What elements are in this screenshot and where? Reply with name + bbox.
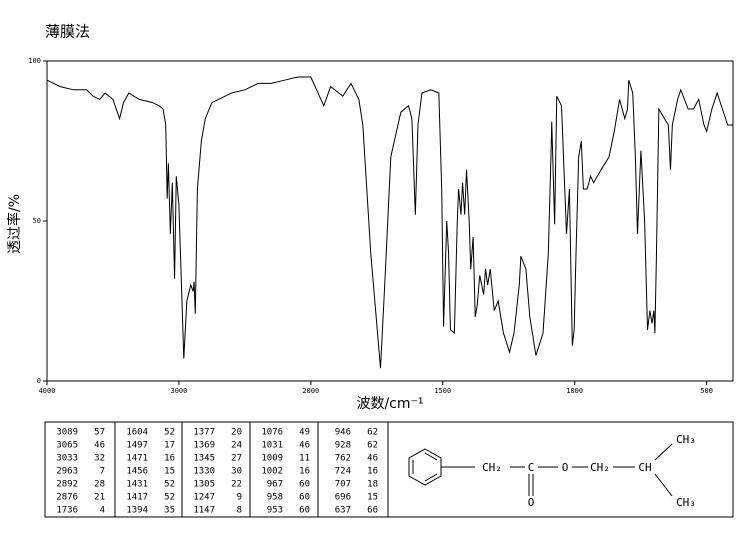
atom-label: CH₃ bbox=[676, 433, 696, 446]
peak-wavenumber: 3033 bbox=[56, 454, 78, 464]
peak-intensity: 35 bbox=[164, 506, 175, 516]
peak-wavenumber: 2892 bbox=[56, 480, 78, 490]
peak-intensity: 4 bbox=[100, 506, 105, 516]
atom-label: CH₂ bbox=[482, 461, 502, 474]
peak-wavenumber: 1247 bbox=[193, 493, 215, 503]
peak-intensity: 46 bbox=[94, 441, 105, 451]
x-tick-label: 1000 bbox=[566, 387, 583, 395]
atom-label: CH₂ bbox=[590, 461, 610, 474]
peak-wavenumber: 762 bbox=[335, 454, 351, 464]
peak-intensity: 24 bbox=[231, 441, 242, 451]
peak-intensity: 62 bbox=[367, 441, 378, 451]
plot-frame bbox=[46, 60, 734, 382]
peak-intensity: 17 bbox=[164, 441, 175, 451]
x-tick-label: 2000 bbox=[302, 387, 319, 395]
peak-wavenumber: 1394 bbox=[126, 506, 148, 516]
peak-intensity: 16 bbox=[367, 467, 378, 477]
atom-label: O bbox=[528, 496, 535, 509]
peak-intensity: 46 bbox=[367, 454, 378, 464]
peak-wavenumber: 724 bbox=[335, 467, 351, 477]
peak-table-frame bbox=[44, 421, 734, 518]
peak-wavenumber: 1431 bbox=[126, 480, 148, 490]
y-tick-label: 100 bbox=[28, 57, 41, 65]
peak-wavenumber: 1369 bbox=[193, 441, 215, 451]
peak-intensity: 7 bbox=[100, 467, 105, 477]
x-axis-label: 波数/cm⁻¹ bbox=[356, 396, 423, 412]
peak-intensity: 20 bbox=[231, 428, 242, 438]
peak-wavenumber: 1345 bbox=[193, 454, 215, 464]
peak-wavenumber: 1497 bbox=[126, 441, 148, 451]
peak-wavenumber: 1377 bbox=[193, 428, 215, 438]
peak-intensity: 60 bbox=[299, 506, 310, 516]
peak-wavenumber: 3089 bbox=[56, 428, 78, 438]
peak-wavenumber: 707 bbox=[335, 480, 351, 490]
peak-wavenumber: 637 bbox=[335, 506, 351, 516]
peak-wavenumber: 1009 bbox=[261, 454, 283, 464]
peak-wavenumber: 946 bbox=[335, 428, 351, 438]
atom-label: CH bbox=[638, 461, 651, 474]
peak-intensity: 60 bbox=[299, 480, 310, 490]
peak-intensity: 28 bbox=[94, 480, 105, 490]
peak-intensity: 52 bbox=[164, 493, 175, 503]
peak-intensity: 21 bbox=[94, 493, 105, 503]
peak-intensity: 15 bbox=[164, 467, 175, 477]
peak-wavenumber: 1604 bbox=[126, 428, 148, 438]
y-tick-label: 0 bbox=[37, 377, 41, 385]
x-tick-label: 4000 bbox=[39, 387, 56, 395]
peak-wavenumber: 1002 bbox=[261, 467, 283, 477]
peak-intensity: 32 bbox=[94, 454, 105, 464]
peak-wavenumber: 1330 bbox=[193, 467, 215, 477]
x-tick-label: 500 bbox=[700, 387, 713, 395]
y-axis-label: 透过率/% bbox=[6, 194, 23, 254]
peak-intensity: 46 bbox=[299, 441, 310, 451]
peak-wavenumber: 1147 bbox=[193, 506, 215, 516]
peak-wavenumber: 2963 bbox=[56, 467, 78, 477]
peak-intensity: 66 bbox=[367, 506, 378, 516]
peak-intensity: 30 bbox=[231, 467, 242, 477]
atom-label: CH₃ bbox=[676, 496, 696, 509]
x-tick-label: 3000 bbox=[170, 387, 187, 395]
x-tick-label: 1500 bbox=[434, 387, 451, 395]
peak-wavenumber: 1736 bbox=[56, 506, 78, 516]
peak-intensity: 22 bbox=[231, 480, 242, 490]
spectrum-line bbox=[46, 76, 733, 369]
peak-wavenumber: 2876 bbox=[56, 493, 78, 503]
atom-label: C bbox=[528, 461, 535, 474]
peak-wavenumber: 928 bbox=[335, 441, 351, 451]
peak-intensity: 57 bbox=[94, 428, 105, 438]
peak-intensity: 16 bbox=[164, 454, 175, 464]
peak-wavenumber: 1471 bbox=[126, 454, 148, 464]
peak-intensity: 62 bbox=[367, 428, 378, 438]
peak-wavenumber: 696 bbox=[335, 493, 351, 503]
peak-intensity: 18 bbox=[367, 480, 378, 490]
peak-wavenumber: 967 bbox=[267, 480, 283, 490]
peak-wavenumber: 958 bbox=[267, 493, 283, 503]
peak-wavenumber: 1417 bbox=[126, 493, 148, 503]
peak-wavenumber: 1456 bbox=[126, 467, 148, 477]
peak-intensity: 60 bbox=[299, 493, 310, 503]
peak-intensity: 52 bbox=[164, 480, 175, 490]
peak-intensity: 27 bbox=[231, 454, 242, 464]
peak-intensity: 8 bbox=[237, 506, 242, 516]
peak-wavenumber: 1305 bbox=[193, 480, 215, 490]
y-tick-label: 50 bbox=[33, 217, 41, 225]
peak-intensity: 52 bbox=[164, 428, 175, 438]
peak-intensity: 49 bbox=[299, 428, 310, 438]
peak-wavenumber: 953 bbox=[267, 506, 283, 516]
peak-wavenumber: 3065 bbox=[56, 441, 78, 451]
peak-wavenumber: 1076 bbox=[261, 428, 283, 438]
structure-bonds bbox=[408, 443, 673, 497]
peak-intensity: 9 bbox=[237, 493, 242, 503]
peak-wavenumber: 1031 bbox=[261, 441, 283, 451]
peak-intensity: 16 bbox=[299, 467, 310, 477]
chart-title: 薄膜法 bbox=[45, 23, 90, 41]
peak-intensity: 11 bbox=[299, 454, 310, 464]
atom-label: O bbox=[562, 461, 569, 474]
peak-intensity: 15 bbox=[367, 493, 378, 503]
